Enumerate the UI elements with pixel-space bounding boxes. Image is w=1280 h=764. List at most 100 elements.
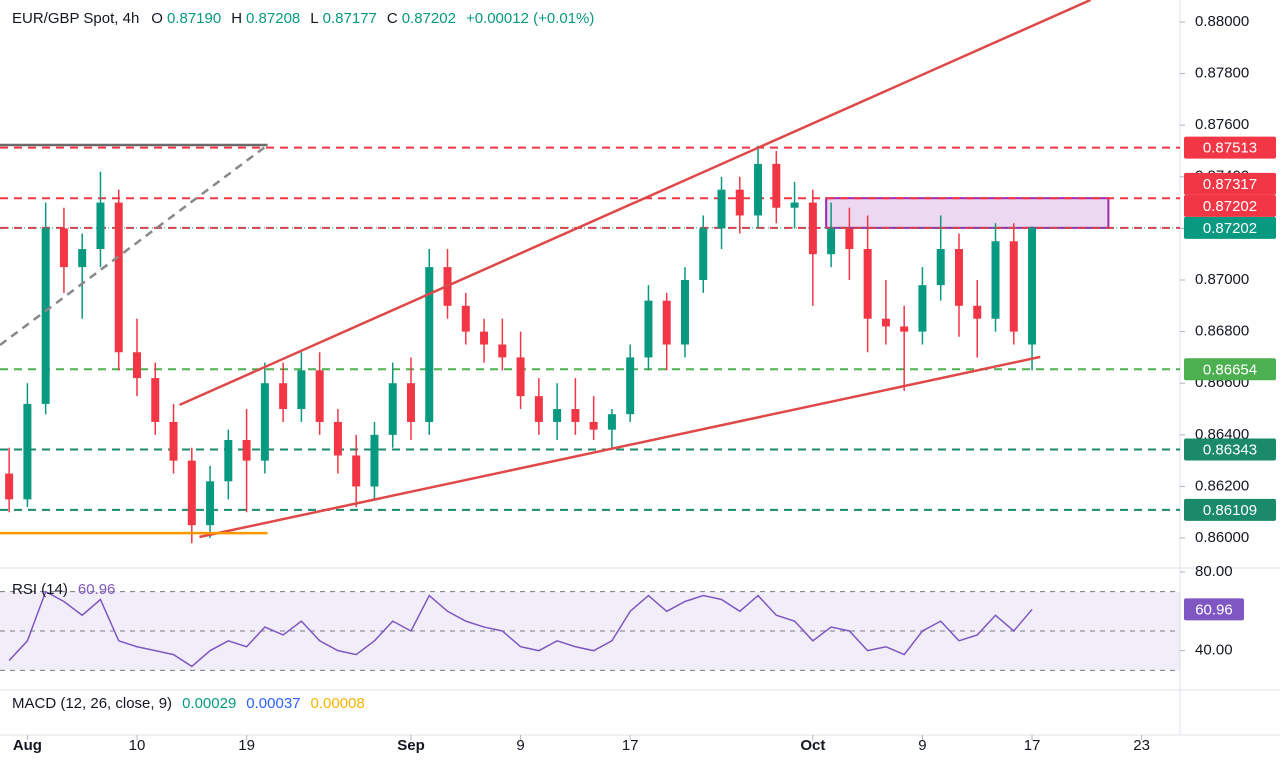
- candle-body: [973, 305, 982, 319]
- candle-body: [571, 409, 580, 422]
- candle-body: [863, 249, 872, 319]
- price-label-box: [1184, 498, 1276, 521]
- y-tick-label: 0.86000: [1195, 529, 1249, 546]
- x-tick-label: Aug: [13, 737, 42, 754]
- candle-body: [607, 414, 616, 430]
- x-tick-label: 19: [238, 737, 255, 754]
- price-label: 0.86109: [1203, 502, 1257, 519]
- x-tick-label: 23: [1133, 737, 1150, 754]
- candle-body: [187, 460, 196, 526]
- candle-body: [169, 421, 178, 461]
- rsi-label: 60.96: [1195, 601, 1233, 618]
- macd-legend: MACD (12, 26, close, 9) 0.00029 0.00037 0.…: [12, 695, 365, 712]
- y-tick-label: 0.86200: [1195, 477, 1249, 494]
- y-tick-label: 0.88000: [1195, 13, 1249, 30]
- candle-body: [680, 280, 689, 345]
- price-label: 0.87317: [1203, 176, 1257, 193]
- candle-body: [78, 249, 87, 268]
- candle-body: [242, 440, 251, 461]
- candle-body: [425, 267, 434, 422]
- candle-body: [480, 331, 489, 345]
- candle-body: [461, 305, 470, 332]
- candle-body: [954, 249, 963, 306]
- candle-body: [279, 383, 288, 410]
- y-tick-label: 80.00: [1195, 563, 1233, 580]
- candle-body: [315, 370, 324, 422]
- candle-body: [151, 378, 160, 422]
- macd-value: 0.00008: [310, 695, 365, 712]
- candle-body: [900, 326, 909, 332]
- ohlc-label: C: [386, 10, 398, 27]
- trend-line: [199, 355, 1041, 539]
- ohlc-label: H: [231, 10, 243, 27]
- change: +0.00012 (+0.01%): [465, 10, 595, 27]
- price-label-box: [1184, 438, 1276, 461]
- candle-body: [991, 241, 1000, 319]
- candle-body: [23, 403, 32, 500]
- price-label: 0.86654: [1203, 361, 1257, 378]
- candle-body: [406, 383, 415, 422]
- candle-body: [626, 357, 635, 415]
- macd-title: MACD (12, 26, close, 9): [12, 695, 173, 712]
- price-label: 0.87202: [1203, 198, 1257, 215]
- candle-body: [662, 300, 671, 345]
- candle-body: [224, 440, 233, 482]
- y-tick-label: 0.87000: [1195, 271, 1249, 288]
- candle-body: [699, 228, 708, 280]
- y-tick-label: 0.86800: [1195, 323, 1249, 340]
- candle-body: [808, 202, 817, 255]
- rsi-title: RSI (14): [12, 581, 68, 598]
- candle-body: [206, 481, 215, 526]
- rsi-value: 60.96: [77, 581, 116, 598]
- trend-line: [179, 0, 1092, 407]
- candle-body: [114, 202, 123, 353]
- x-tick-label: 17: [622, 737, 639, 754]
- candle-body: [936, 249, 945, 286]
- candle-body: [96, 202, 105, 250]
- price-label-box: [1184, 194, 1276, 217]
- candle-body: [1028, 227, 1037, 345]
- candle-body: [59, 228, 68, 268]
- candle-body: [772, 163, 781, 208]
- x-tick-label: 9: [516, 737, 524, 754]
- price-label-box: [1184, 172, 1276, 195]
- macd-value: 0.00029: [182, 695, 237, 712]
- candle-body: [717, 189, 726, 229]
- price-label: 0.86343: [1203, 442, 1257, 459]
- candle-body: [333, 421, 342, 456]
- price-label-box: [1184, 136, 1276, 159]
- candle-body: [132, 352, 141, 379]
- x-tick-label: Oct: [800, 737, 825, 754]
- candle-body: [41, 228, 50, 404]
- ohlc-value: 0.87177: [322, 10, 377, 27]
- ohlc-label: O: [151, 10, 163, 27]
- candle-body: [553, 409, 562, 422]
- candle-body: [644, 300, 653, 358]
- price-label-box: [1184, 358, 1276, 381]
- header: EUR/GBP Spot, 4h O 0.87190 H 0.87208 L 0.87…: [12, 10, 594, 27]
- ohlc-value: 0.87208: [246, 10, 301, 27]
- candle-body: [352, 455, 361, 487]
- x-tick-label: 10: [129, 737, 146, 754]
- x-tick-label: 17: [1024, 737, 1041, 754]
- symbol: EUR/GBP Spot, 4h: [12, 10, 140, 27]
- ohlc-value: 0.87202: [401, 10, 456, 27]
- candle-body: [589, 421, 598, 430]
- candle-body: [516, 357, 525, 397]
- trend-line: [0, 144, 269, 347]
- price-label-box: [1184, 216, 1276, 239]
- macd-value: 0.00037: [246, 695, 301, 712]
- candle-body: [260, 383, 269, 461]
- y-tick-label: 40.00: [1195, 642, 1233, 659]
- x-tick-label: 9: [918, 737, 926, 754]
- candle-body: [845, 228, 854, 250]
- price-label: 0.87513: [1203, 140, 1257, 157]
- y-tick-label: 0.87800: [1195, 65, 1249, 82]
- candle-body: [1009, 241, 1018, 332]
- rsi-line: [8, 590, 1033, 668]
- candle-body: [827, 228, 836, 255]
- rsi-label-box: [1184, 598, 1244, 621]
- candle-body: [297, 370, 306, 410]
